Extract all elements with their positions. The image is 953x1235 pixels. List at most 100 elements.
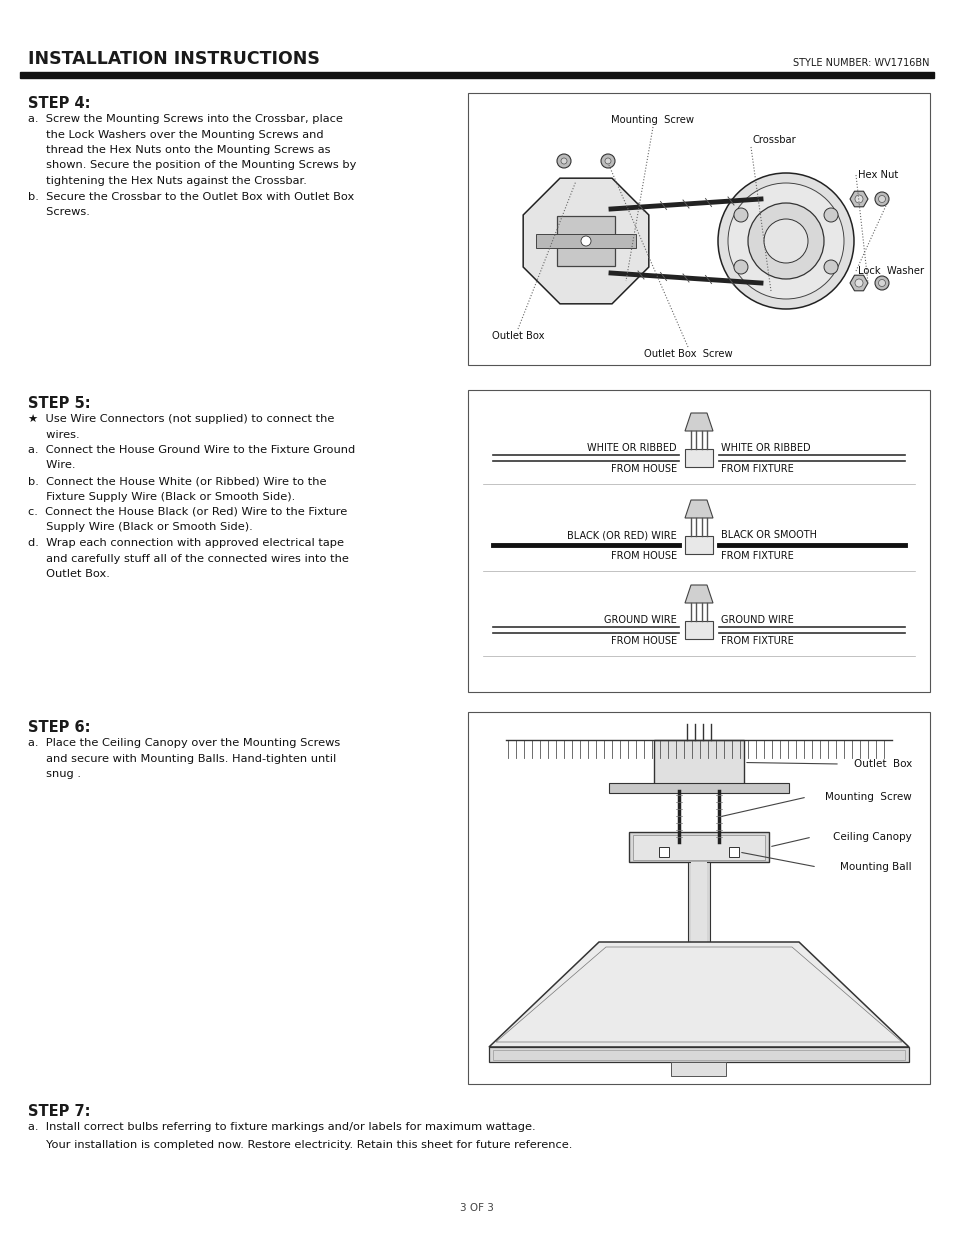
Text: WHITE OR RIBBED: WHITE OR RIBBED xyxy=(587,443,677,453)
Circle shape xyxy=(604,158,610,164)
Circle shape xyxy=(557,154,571,168)
Text: thread the Hex Nuts onto the Mounting Screws as: thread the Hex Nuts onto the Mounting Sc… xyxy=(28,144,330,156)
Text: BLACK OR SMOOTH: BLACK OR SMOOTH xyxy=(720,530,816,540)
Text: INSTALLATION INSTRUCTIONS: INSTALLATION INSTRUCTIONS xyxy=(28,49,319,68)
Text: d.  Wrap each connection with approved electrical tape: d. Wrap each connection with approved el… xyxy=(28,538,344,548)
Bar xyxy=(608,783,788,793)
Bar xyxy=(687,862,709,942)
Circle shape xyxy=(874,191,888,206)
Text: the Lock Washers over the Mounting Screws and: the Lock Washers over the Mounting Screw… xyxy=(28,130,323,140)
Text: shown. Secure the position of the Mounting Screws by: shown. Secure the position of the Mounti… xyxy=(28,161,356,170)
Text: Hex Nut: Hex Nut xyxy=(857,170,898,180)
Bar xyxy=(628,832,768,862)
Text: FROM FIXTURE: FROM FIXTURE xyxy=(720,636,793,646)
Circle shape xyxy=(727,183,843,299)
Bar xyxy=(493,1050,904,1060)
Text: 3 OF 3: 3 OF 3 xyxy=(459,1203,494,1213)
Text: Mounting  Screw: Mounting Screw xyxy=(611,115,694,125)
Bar xyxy=(20,72,933,78)
Bar xyxy=(468,713,929,1084)
Text: and secure with Mounting Balls. Hand-tighten until: and secure with Mounting Balls. Hand-tig… xyxy=(28,753,335,763)
Circle shape xyxy=(718,173,853,309)
Text: a.  Connect the House Ground Wire to the Fixture Ground: a. Connect the House Ground Wire to the … xyxy=(28,445,355,454)
Bar xyxy=(654,740,743,785)
Bar xyxy=(684,450,712,467)
Text: STEP 7:: STEP 7: xyxy=(28,1104,91,1119)
Text: FROM HOUSE: FROM HOUSE xyxy=(610,551,677,561)
Text: STEP 4:: STEP 4: xyxy=(28,96,91,111)
Circle shape xyxy=(733,207,747,222)
Text: GROUND WIRE: GROUND WIRE xyxy=(603,615,677,625)
Bar xyxy=(728,847,739,857)
Text: Wire.: Wire. xyxy=(28,461,75,471)
Polygon shape xyxy=(849,275,867,290)
Circle shape xyxy=(673,837,683,847)
Text: c.  Connect the House Black (or Red) Wire to the Fixture: c. Connect the House Black (or Red) Wire… xyxy=(28,508,347,517)
Circle shape xyxy=(600,154,615,168)
Polygon shape xyxy=(684,412,712,431)
Text: FROM HOUSE: FROM HOUSE xyxy=(610,636,677,646)
Text: WHITE OR RIBBED: WHITE OR RIBBED xyxy=(720,443,810,453)
Text: Ceiling Canopy: Ceiling Canopy xyxy=(832,832,911,842)
Polygon shape xyxy=(684,585,712,603)
Text: ★  Use Wire Connectors (not supplied) to connect the: ★ Use Wire Connectors (not supplied) to … xyxy=(28,414,334,424)
Text: Your installation is completed now. Restore electricity. Retain this sheet for f: Your installation is completed now. Rest… xyxy=(28,1140,572,1150)
Text: STYLE NUMBER: WV1716BN: STYLE NUMBER: WV1716BN xyxy=(793,58,929,68)
Text: Outlet Box  Screw: Outlet Box Screw xyxy=(643,350,732,359)
Text: STEP 6:: STEP 6: xyxy=(28,720,91,735)
Polygon shape xyxy=(522,178,648,304)
Bar xyxy=(684,536,712,555)
Bar xyxy=(659,847,668,857)
Text: b.  Connect the House White (or Ribbed) Wire to the: b. Connect the House White (or Ribbed) W… xyxy=(28,475,326,487)
Bar xyxy=(684,621,712,638)
Text: FROM FIXTURE: FROM FIXTURE xyxy=(720,551,793,561)
Circle shape xyxy=(878,279,884,287)
Text: Crossbar: Crossbar xyxy=(752,135,796,144)
Circle shape xyxy=(560,158,566,164)
Text: tightening the Hex Nuts against the Crossbar.: tightening the Hex Nuts against the Cros… xyxy=(28,177,307,186)
Bar xyxy=(671,1062,726,1076)
Circle shape xyxy=(747,203,823,279)
Bar xyxy=(489,1047,908,1062)
Circle shape xyxy=(854,195,862,203)
Text: Fixture Supply Wire (Black or Smooth Side).: Fixture Supply Wire (Black or Smooth Sid… xyxy=(28,492,294,501)
Text: Lock  Washer: Lock Washer xyxy=(857,266,923,275)
Circle shape xyxy=(713,837,723,847)
Text: b.  Secure the Crossbar to the Outlet Box with Outlet Box: b. Secure the Crossbar to the Outlet Box… xyxy=(28,191,354,201)
Bar xyxy=(468,390,929,692)
Bar xyxy=(468,93,929,366)
Circle shape xyxy=(733,261,747,274)
Bar xyxy=(557,216,615,266)
Bar xyxy=(690,862,706,942)
Text: FROM HOUSE: FROM HOUSE xyxy=(610,464,677,474)
Text: Outlet Box.: Outlet Box. xyxy=(28,569,110,579)
Circle shape xyxy=(763,219,807,263)
Text: Mounting  Screw: Mounting Screw xyxy=(824,792,911,802)
Polygon shape xyxy=(684,500,712,517)
Text: Screws.: Screws. xyxy=(28,207,90,217)
Text: Outlet  Box: Outlet Box xyxy=(853,760,911,769)
Text: BLACK (OR RED) WIRE: BLACK (OR RED) WIRE xyxy=(567,530,677,540)
Text: a.  Place the Ceiling Canopy over the Mounting Screws: a. Place the Ceiling Canopy over the Mou… xyxy=(28,739,340,748)
Text: snug .: snug . xyxy=(28,769,81,779)
Text: wires.: wires. xyxy=(28,430,79,440)
Polygon shape xyxy=(849,191,867,206)
Text: STEP 5:: STEP 5: xyxy=(28,396,91,411)
Text: a.  Install correct bulbs referring to fixture markings and/or labels for maximu: a. Install correct bulbs referring to fi… xyxy=(28,1123,535,1132)
Text: Mounting Ball: Mounting Ball xyxy=(840,862,911,872)
Polygon shape xyxy=(489,942,908,1047)
Circle shape xyxy=(854,279,862,287)
Circle shape xyxy=(874,275,888,290)
Circle shape xyxy=(823,261,837,274)
Text: and carefully stuff all of the connected wires into the: and carefully stuff all of the connected… xyxy=(28,553,349,563)
Circle shape xyxy=(580,236,590,246)
Circle shape xyxy=(823,207,837,222)
Circle shape xyxy=(878,195,884,203)
Bar xyxy=(536,233,636,248)
Text: a.  Screw the Mounting Screws into the Crossbar, place: a. Screw the Mounting Screws into the Cr… xyxy=(28,114,342,124)
Text: GROUND WIRE: GROUND WIRE xyxy=(720,615,793,625)
Text: Supply Wire (Black or Smooth Side).: Supply Wire (Black or Smooth Side). xyxy=(28,522,253,532)
Text: Outlet Box: Outlet Box xyxy=(491,331,543,341)
Bar xyxy=(633,835,764,860)
Text: FROM FIXTURE: FROM FIXTURE xyxy=(720,464,793,474)
